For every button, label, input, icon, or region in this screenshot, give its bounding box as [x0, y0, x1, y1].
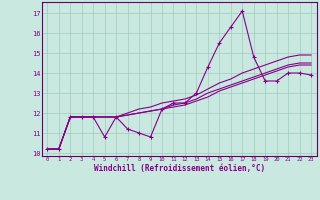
X-axis label: Windchill (Refroidissement éolien,°C): Windchill (Refroidissement éolien,°C) — [94, 164, 265, 173]
